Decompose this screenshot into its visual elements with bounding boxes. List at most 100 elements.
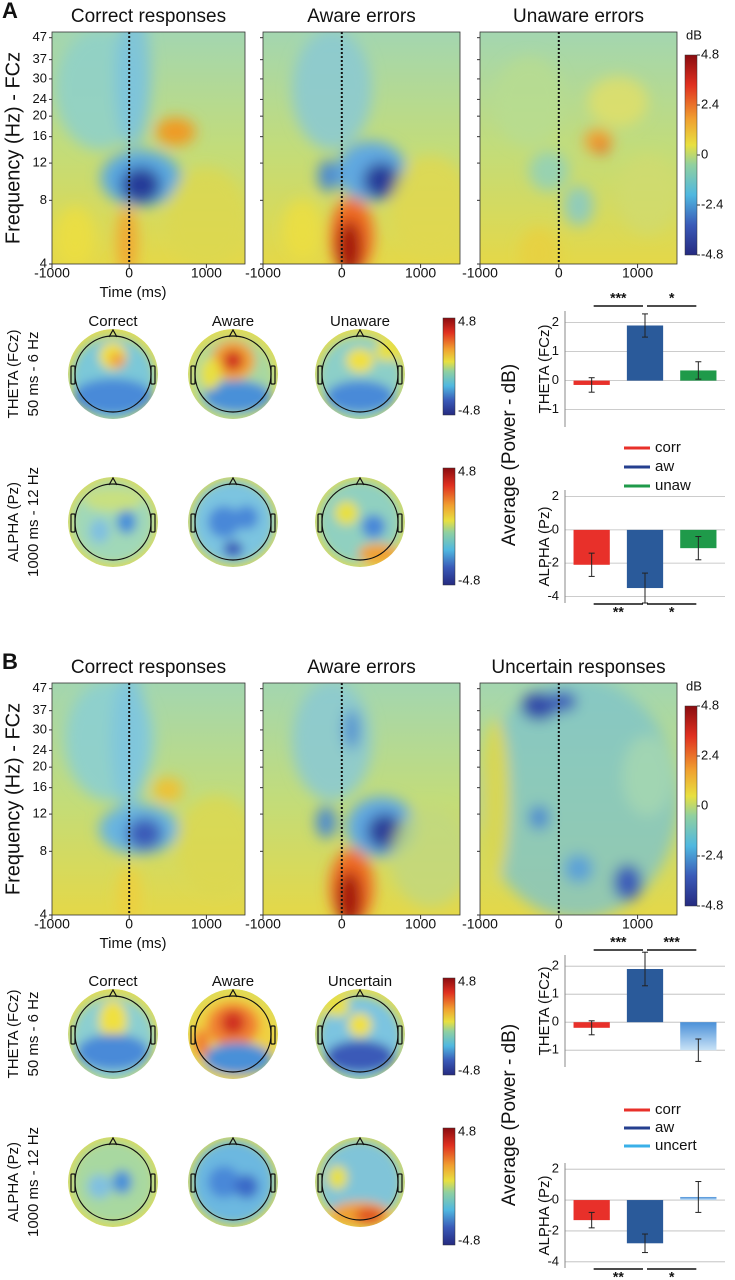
spectrogram (52, 32, 245, 264)
x-axis-label: Time (ms) (100, 284, 167, 301)
power-blob (548, 691, 577, 712)
head-ear (397, 513, 403, 533)
power-blob (617, 154, 677, 235)
topo-blobs (71, 480, 155, 564)
spectrogram-frame (479, 682, 678, 916)
topo-blob (208, 506, 240, 538)
head-nose (228, 1136, 238, 1146)
head-nose (355, 988, 365, 998)
y-tick-label: 4 (40, 906, 47, 921)
topo-blob (234, 1174, 259, 1199)
topo-blob (327, 1165, 348, 1190)
topomap (315, 329, 405, 419)
topo-blobs (318, 996, 402, 1079)
topo-column-label: Aware (212, 313, 254, 330)
topo-blobs (191, 996, 275, 1079)
topo-blob (200, 358, 221, 390)
x-tick-label: -1000 (462, 265, 498, 281)
y-tick-label: 0 (552, 372, 559, 387)
spectrogram (52, 683, 245, 915)
head-ear (70, 513, 76, 533)
head-ear (190, 1173, 196, 1193)
power-blob (176, 795, 245, 896)
topo-blobs (318, 1140, 402, 1226)
topomap (315, 477, 405, 567)
head-ear (150, 1025, 156, 1045)
x-tick-label: 0 (338, 916, 346, 932)
topo-column-label: Correct (88, 313, 138, 330)
x-tick-label: -1000 (34, 265, 70, 281)
significance-label: * (669, 1269, 675, 1280)
topo-colorbar-label: 4.8 (458, 313, 476, 328)
spectrogram-title: Correct responses (71, 6, 226, 27)
legend-label: aw (655, 1119, 674, 1136)
topomap (68, 477, 158, 567)
head-ear (270, 1173, 276, 1193)
topo-blob (116, 510, 137, 534)
x-tick-label: 0 (555, 265, 563, 281)
power-blob (291, 683, 372, 801)
topomap (188, 329, 278, 419)
power-blob (563, 186, 594, 226)
topo-blobs (71, 336, 155, 419)
topo-row-window: 1000 ms - 12 Hz (25, 1127, 42, 1237)
y-tick-label: 8 (40, 192, 47, 207)
y-tick-label: 8 (40, 843, 47, 858)
topo-blob (208, 1166, 240, 1198)
power-blob (587, 76, 648, 127)
topo-blob (318, 480, 402, 564)
spectrogram-title: Correct responses (71, 657, 226, 678)
topomap (68, 1137, 158, 1227)
power-blob (126, 817, 163, 850)
x-axis-label: Time (ms) (100, 935, 167, 952)
spectrogram-blobs (55, 32, 245, 264)
y-tick-label: 47 (33, 680, 47, 695)
power-blob (529, 805, 550, 830)
topo-blobs (71, 1140, 155, 1224)
topo-blob (99, 1000, 127, 1041)
significance-label: *** (663, 934, 680, 950)
x-tick-label: 1000 (405, 265, 436, 281)
topo-blob (318, 1140, 402, 1224)
significance-label: *** (610, 934, 627, 950)
x-tick-label: 1000 (405, 916, 436, 932)
topo-blob (87, 1174, 112, 1199)
spectrogram-blobs (291, 683, 460, 915)
panel-label: B (2, 649, 18, 674)
head-nose (228, 476, 238, 486)
bar-shared-ylabel: Average (Power - dB) (499, 364, 520, 546)
head-ear (270, 365, 276, 385)
spectrogram-blobs (64, 683, 245, 915)
colorbar-tick-label: 0 (701, 146, 708, 161)
y-tick-label: 2 (552, 314, 559, 329)
power-blob (318, 159, 339, 192)
head-nose (108, 1136, 118, 1146)
topo-blobs (318, 336, 402, 419)
y-tick-label: 0 (552, 1191, 559, 1206)
power-blob (494, 56, 565, 147)
x-tick-label: 1000 (622, 916, 653, 932)
power-blob (337, 870, 362, 915)
colorbar-tick-label: 4.8 (701, 697, 719, 712)
spectrogram-frame (262, 31, 461, 265)
topo-blob (77, 1034, 149, 1070)
topo-colorbar-label: -4.8 (458, 572, 480, 587)
head-ear (190, 365, 196, 385)
x-tick-label: -1000 (462, 916, 498, 932)
y-tick-label: 47 (33, 29, 47, 44)
power-blob (316, 806, 337, 839)
head-nose (108, 476, 118, 486)
colorbar-tick-label: 2.4 (701, 96, 719, 111)
legend-label: corr (655, 439, 681, 456)
topo-blob (89, 519, 110, 543)
y-tick-label: 1 (552, 986, 559, 1001)
y-tick-label: 12 (33, 806, 47, 821)
colorbar-tick-label: -2.4 (701, 196, 723, 211)
topomap (188, 477, 278, 567)
head-ear (150, 1173, 156, 1193)
colorbar-unit: dB (686, 27, 702, 42)
topo-blob (375, 341, 399, 362)
colorbar-unit: dB (686, 678, 702, 693)
spectrogram-blobs (282, 32, 460, 264)
